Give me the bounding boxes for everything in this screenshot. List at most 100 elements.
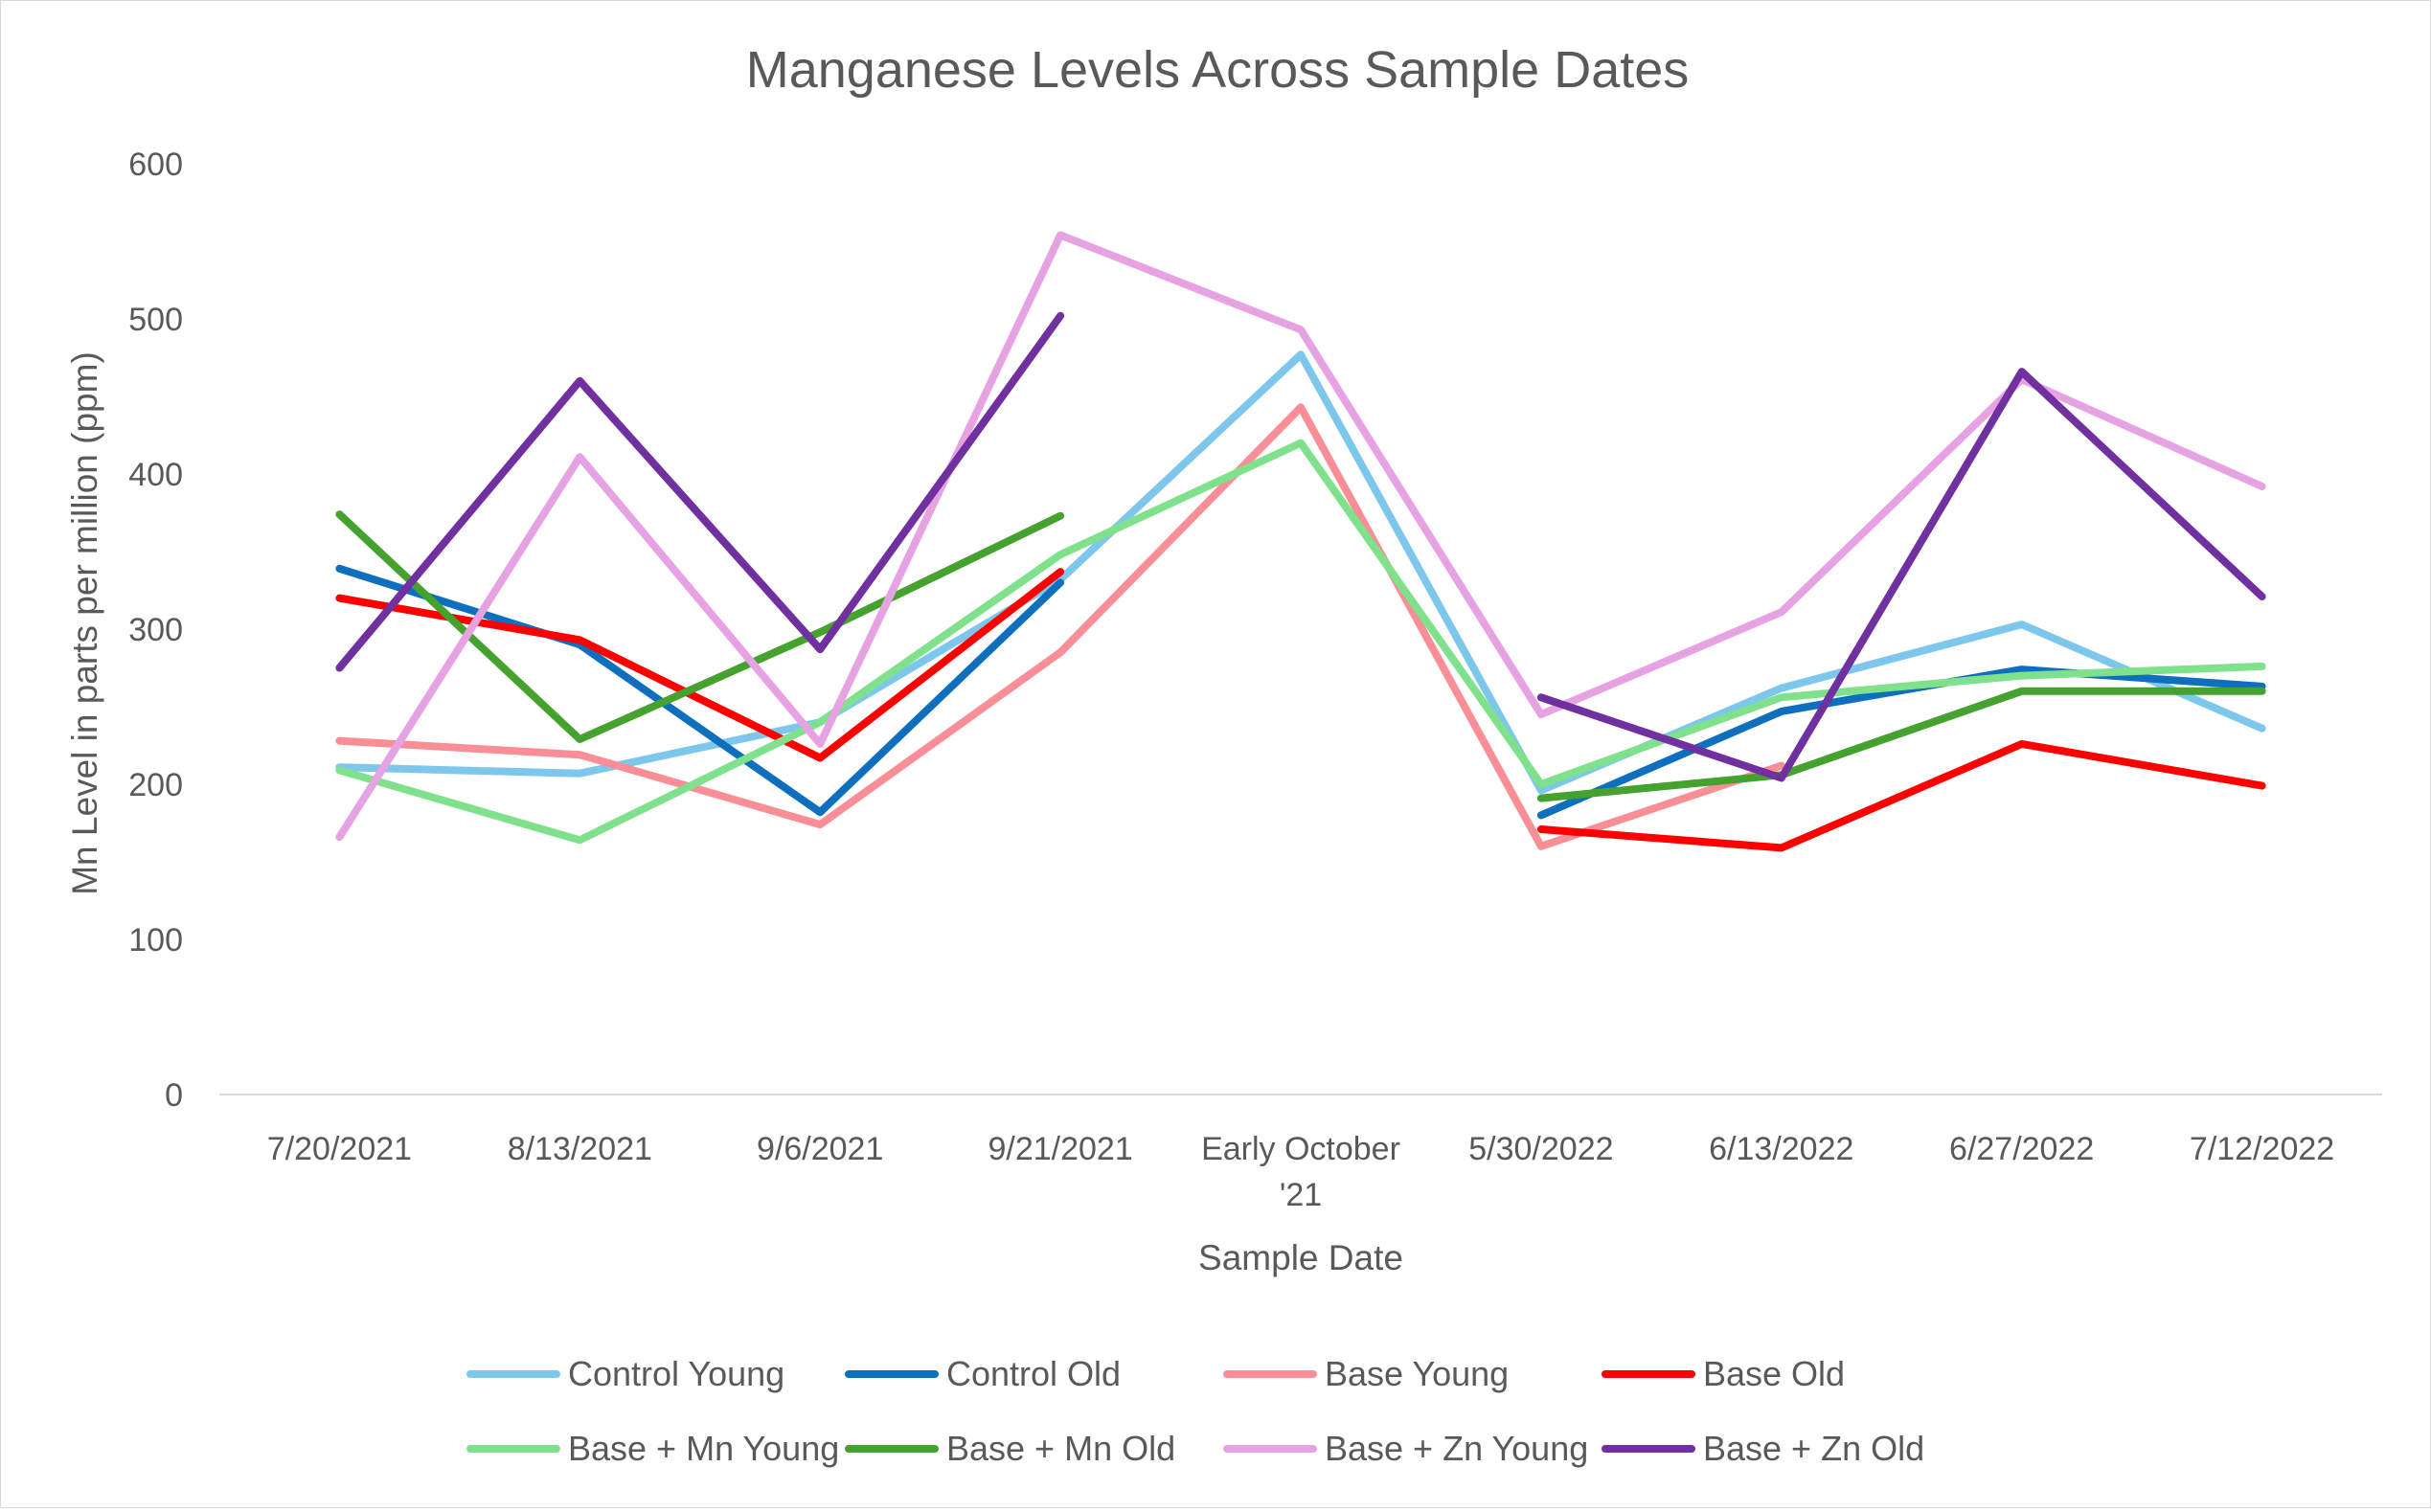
data-point — [336, 767, 343, 774]
data-point — [2259, 483, 2265, 489]
data-point — [577, 736, 583, 743]
data-point — [577, 637, 583, 643]
y-axis-ticks: 0 100 200 300 400 500 600 — [128, 147, 183, 1114]
data-point — [1778, 762, 1784, 769]
data-point — [577, 377, 583, 384]
data-point — [2018, 369, 2025, 375]
data-point — [817, 755, 824, 761]
x-axis-label: Sample Date — [1198, 1238, 1403, 1277]
data-point — [2259, 688, 2265, 694]
y-tick-label: 500 — [128, 302, 183, 338]
legend-label: Base Old — [1703, 1354, 1845, 1393]
data-point — [1537, 694, 1544, 701]
series-6 — [335, 231, 2266, 842]
legend-item: Base + Mn Old — [845, 1429, 1175, 1468]
y-tick-label: 200 — [128, 767, 183, 803]
data-point — [2018, 672, 2025, 679]
data-point — [817, 740, 824, 747]
series-7 — [335, 311, 2266, 782]
x-tick-label: Early October '21 — [1201, 1131, 1400, 1213]
data-point — [1298, 440, 1304, 446]
data-point — [1057, 312, 1064, 319]
y-tick-label: 0 — [165, 1077, 183, 1114]
data-point — [2259, 782, 2265, 789]
series-3 — [335, 568, 2266, 852]
series-line — [1536, 739, 2266, 852]
data-point — [577, 454, 583, 461]
data-point — [1537, 812, 1544, 819]
data-point — [1537, 787, 1544, 794]
legend-label: Base + Mn Young — [568, 1429, 839, 1468]
data-point — [2259, 725, 2265, 732]
y-tick-label: 300 — [128, 612, 183, 648]
series-line — [335, 439, 2266, 845]
data-point — [1537, 781, 1544, 787]
data-point — [817, 629, 824, 636]
data-point — [1057, 649, 1064, 656]
legend-label: Base + Mn Old — [946, 1429, 1175, 1468]
data-point — [1537, 711, 1544, 718]
data-point — [577, 837, 583, 844]
data-point — [1778, 609, 1784, 616]
x-axis-ticks: 7/20/2021 8/13/2021 9/6/2021 9/21/2021 Early… — [267, 1131, 2334, 1213]
x-tick-label: 9/6/2021 — [757, 1131, 883, 1167]
series-line — [335, 564, 1065, 817]
series-line — [1536, 368, 2266, 782]
data-point — [2018, 688, 2025, 694]
x-tick-label: 6/13/2022 — [1709, 1131, 1853, 1167]
data-point — [1057, 579, 1064, 586]
data-point — [1537, 843, 1544, 849]
data-point — [577, 770, 583, 777]
legend-label: Base + Zn Young — [1325, 1429, 1588, 1468]
data-point — [1778, 845, 1784, 851]
data-point — [577, 752, 583, 758]
series-line — [335, 350, 2266, 795]
series-1 — [335, 564, 2266, 820]
data-point — [1057, 232, 1064, 238]
legend-item: Base Young — [1223, 1354, 1509, 1393]
x-tick-label: 7/12/2022 — [2190, 1131, 2334, 1167]
data-point — [1298, 327, 1304, 333]
data-point — [817, 719, 824, 726]
series-0 — [335, 350, 2266, 795]
x-tick-label: 9/21/2021 — [988, 1131, 1132, 1167]
data-point — [336, 595, 343, 601]
series-line — [1536, 666, 2266, 820]
data-point — [1778, 694, 1784, 701]
data-point — [1057, 512, 1064, 519]
data-point — [1057, 552, 1064, 558]
data-point — [336, 565, 343, 572]
data-point — [2018, 740, 2025, 747]
data-point — [1778, 775, 1784, 781]
legend-item: Base + Zn Old — [1602, 1429, 1924, 1468]
data-point — [1057, 569, 1064, 575]
data-point — [2259, 593, 2265, 599]
data-point — [336, 511, 343, 518]
legend-label: Control Young — [568, 1354, 784, 1393]
data-point — [1298, 404, 1304, 411]
data-point — [2018, 666, 2025, 673]
y-tick-label: 100 — [128, 922, 183, 959]
y-tick-label: 600 — [128, 147, 183, 183]
legend-item: Base + Mn Young — [466, 1429, 839, 1468]
data-point — [1537, 825, 1544, 832]
data-point — [336, 665, 343, 671]
legend-label: Base Young — [1325, 1354, 1509, 1393]
data-point — [336, 737, 343, 744]
data-point — [336, 834, 343, 841]
series-line — [335, 510, 1065, 743]
data-point — [817, 809, 824, 816]
series-line — [335, 311, 1065, 672]
data-point — [1298, 351, 1304, 358]
series-line — [335, 568, 1065, 762]
series-line — [335, 231, 2266, 842]
data-point — [817, 646, 824, 653]
series-5 — [335, 510, 2266, 802]
x-tick-label: 8/13/2021 — [508, 1131, 652, 1167]
legend: Control Young Control Old Base Young Base O… — [466, 1354, 1924, 1468]
legend-item: Base Old — [1602, 1354, 1845, 1393]
series-2 — [335, 403, 1785, 850]
legend-item: Control Old — [845, 1354, 1121, 1393]
